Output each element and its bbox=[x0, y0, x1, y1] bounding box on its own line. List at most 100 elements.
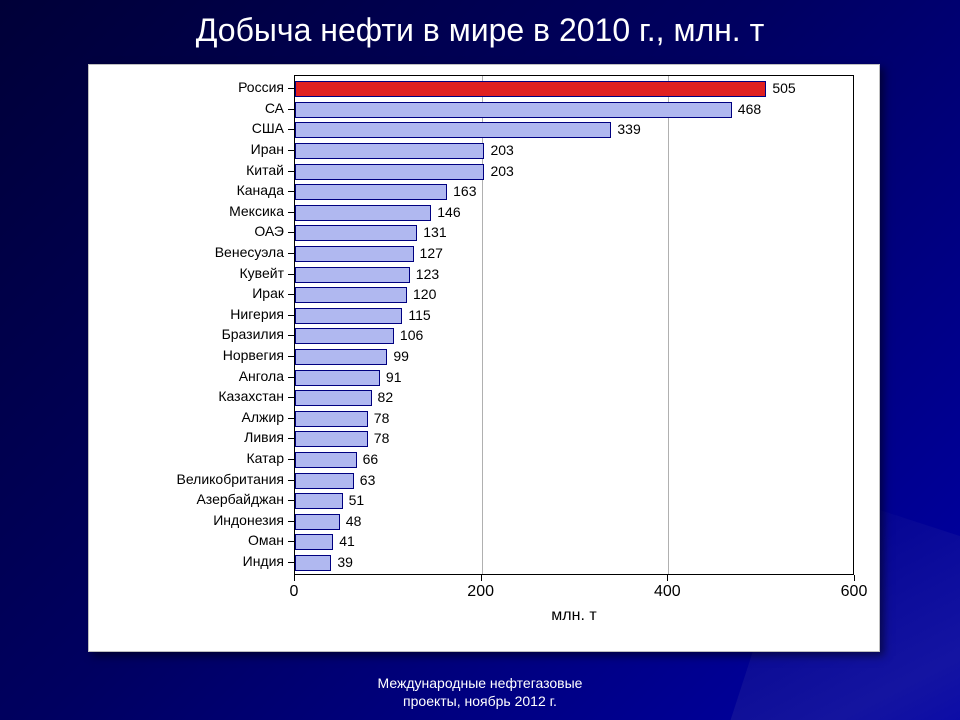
y-tick bbox=[288, 521, 294, 522]
y-tick bbox=[288, 397, 294, 398]
bar-value-label: 123 bbox=[416, 266, 439, 282]
bar bbox=[295, 102, 732, 118]
x-tick bbox=[854, 575, 855, 581]
y-tick bbox=[288, 109, 294, 110]
bar-value-label: 505 bbox=[772, 80, 795, 96]
bar-value-label: 131 bbox=[423, 224, 446, 240]
bar bbox=[295, 143, 484, 159]
bar bbox=[295, 411, 368, 427]
y-tick bbox=[288, 335, 294, 336]
category-label: Канада bbox=[237, 182, 284, 198]
y-tick bbox=[288, 500, 294, 501]
category-label: Индонезия bbox=[213, 512, 284, 528]
bar-value-label: 51 bbox=[349, 492, 365, 508]
bar-value-label: 203 bbox=[490, 142, 513, 158]
x-axis-label: млн. т bbox=[551, 607, 596, 625]
bar-value-label: 120 bbox=[413, 286, 436, 302]
chart-inner: 5054683392032031631461311271231201151069… bbox=[89, 65, 879, 651]
bar-value-label: 78 bbox=[374, 410, 390, 426]
x-tick-label: 0 bbox=[290, 583, 299, 601]
x-tick bbox=[667, 575, 668, 581]
category-label: Венесуэла bbox=[215, 244, 284, 260]
y-tick bbox=[288, 315, 294, 316]
category-label: Казахстан bbox=[218, 388, 284, 404]
bar bbox=[295, 205, 431, 221]
bar-value-label: 115 bbox=[408, 307, 430, 323]
chart-card: 5054683392032031631461311271231201151069… bbox=[88, 64, 880, 652]
category-label: Мексика bbox=[229, 203, 284, 219]
bar-value-label: 339 bbox=[617, 121, 640, 137]
category-label: Нигерия bbox=[230, 306, 284, 322]
y-tick bbox=[288, 356, 294, 357]
bar bbox=[295, 267, 410, 283]
bar-value-label: 78 bbox=[374, 430, 390, 446]
bar bbox=[295, 349, 387, 365]
category-label: Великобритания bbox=[176, 471, 284, 487]
category-label: Катар bbox=[247, 450, 284, 466]
bar bbox=[295, 514, 340, 530]
bar bbox=[295, 390, 372, 406]
bar-value-label: 82 bbox=[378, 389, 394, 405]
slide-footer: Международные нефтегазовые проекты, нояб… bbox=[0, 675, 960, 710]
bar-value-label: 468 bbox=[738, 101, 761, 117]
y-tick bbox=[288, 541, 294, 542]
bar bbox=[295, 164, 484, 180]
bar-value-label: 99 bbox=[393, 348, 409, 364]
bar bbox=[295, 81, 766, 97]
category-label: Ангола bbox=[239, 368, 284, 384]
category-label: Норвегия bbox=[223, 347, 284, 363]
category-label: Бразилия bbox=[222, 326, 284, 342]
category-label: Китай bbox=[246, 162, 284, 178]
bar-value-label: 203 bbox=[490, 163, 513, 179]
category-label: Иран bbox=[251, 141, 284, 157]
y-tick bbox=[288, 232, 294, 233]
category-label: ОАЭ bbox=[254, 223, 284, 239]
bar bbox=[295, 328, 394, 344]
bar bbox=[295, 370, 380, 386]
bar-value-label: 66 bbox=[363, 451, 379, 467]
y-tick bbox=[288, 88, 294, 89]
y-tick bbox=[288, 562, 294, 563]
bar-value-label: 41 bbox=[339, 533, 355, 549]
y-tick bbox=[288, 459, 294, 460]
y-tick bbox=[288, 480, 294, 481]
bar bbox=[295, 431, 368, 447]
category-label: Кувейт bbox=[240, 265, 284, 281]
y-tick bbox=[288, 438, 294, 439]
y-tick bbox=[288, 418, 294, 419]
bar-value-label: 91 bbox=[386, 369, 402, 385]
bar bbox=[295, 308, 402, 324]
bar bbox=[295, 225, 417, 241]
bar bbox=[295, 534, 333, 550]
category-label: Алжир bbox=[242, 409, 284, 425]
category-label: Оман bbox=[248, 532, 284, 548]
category-label: Ливия bbox=[244, 429, 284, 445]
bar bbox=[295, 493, 343, 509]
bar bbox=[295, 287, 407, 303]
category-label: Ирак bbox=[252, 285, 284, 301]
y-tick bbox=[288, 253, 294, 254]
category-label: Россия bbox=[238, 79, 284, 95]
footer-line-1: Международные нефтегазовые bbox=[0, 675, 960, 693]
x-tick-label: 200 bbox=[467, 583, 494, 601]
footer-line-2: проекты, ноябрь 2012 г. bbox=[0, 693, 960, 711]
y-tick bbox=[288, 294, 294, 295]
bar-value-label: 127 bbox=[420, 245, 443, 261]
x-tick bbox=[481, 575, 482, 581]
bar-value-label: 48 bbox=[346, 513, 362, 529]
bar bbox=[295, 452, 357, 468]
y-tick bbox=[288, 274, 294, 275]
bar bbox=[295, 246, 414, 262]
bar bbox=[295, 555, 331, 571]
bar bbox=[295, 473, 354, 489]
y-tick bbox=[288, 191, 294, 192]
category-label: Азербайджан bbox=[196, 491, 284, 507]
y-tick bbox=[288, 171, 294, 172]
bar bbox=[295, 122, 611, 138]
x-tick-label: 400 bbox=[654, 583, 681, 601]
x-tick bbox=[294, 575, 295, 581]
category-label: США bbox=[252, 120, 284, 136]
y-tick bbox=[288, 377, 294, 378]
y-tick bbox=[288, 150, 294, 151]
x-tick-label: 600 bbox=[841, 583, 868, 601]
